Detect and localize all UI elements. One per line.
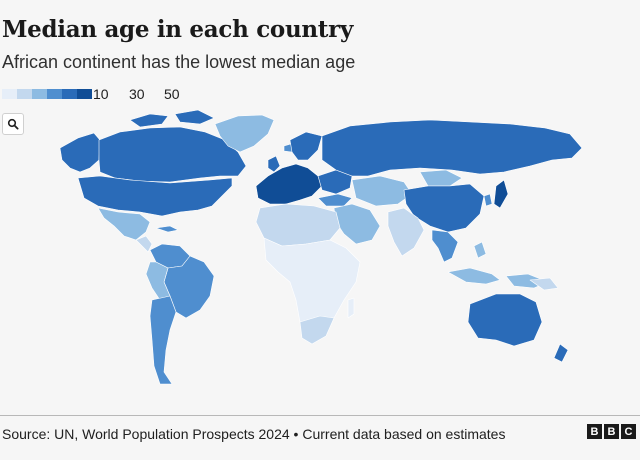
search-icon bbox=[7, 118, 19, 130]
region-southern-cone[interactable] bbox=[149, 295, 177, 385]
region-western-europe[interactable] bbox=[255, 163, 323, 205]
legend-swatch bbox=[47, 89, 62, 99]
region-japan[interactable] bbox=[493, 179, 509, 209]
region-papua[interactable] bbox=[529, 277, 559, 291]
legend-tick: 50 bbox=[164, 86, 180, 102]
bbc-logo: B B C bbox=[587, 424, 636, 439]
legend-tick: 10 bbox=[93, 86, 109, 102]
region-russia[interactable] bbox=[321, 119, 583, 177]
region-north-africa[interactable] bbox=[255, 203, 341, 247]
region-caribbean[interactable] bbox=[155, 225, 179, 233]
region-canada[interactable] bbox=[98, 126, 247, 183]
zoom-button[interactable] bbox=[2, 113, 24, 135]
region-turkey[interactable] bbox=[317, 193, 353, 207]
region-greenland[interactable] bbox=[214, 114, 275, 153]
source-note: Source: UN, World Population Prospects 2… bbox=[2, 426, 506, 442]
legend-swatch bbox=[2, 89, 17, 99]
logo-block: B bbox=[587, 424, 602, 439]
region-southern-africa[interactable] bbox=[299, 315, 335, 345]
region-madagascar[interactable] bbox=[347, 297, 355, 319]
region-mongolia[interactable] bbox=[419, 169, 463, 187]
region-central-america[interactable] bbox=[135, 235, 153, 253]
footer-divider bbox=[0, 415, 640, 416]
legend-swatch bbox=[62, 89, 77, 99]
region-alaska[interactable] bbox=[59, 132, 101, 173]
logo-block: C bbox=[621, 424, 636, 439]
logo-block: B bbox=[604, 424, 619, 439]
region-southeast-asia[interactable] bbox=[431, 229, 459, 263]
region-central-asia[interactable] bbox=[351, 175, 413, 207]
map-title: Median age in each country bbox=[2, 16, 354, 43]
legend-swatch bbox=[32, 89, 47, 99]
region-arctic-islands[interactable] bbox=[129, 109, 215, 128]
legend-swatch bbox=[17, 89, 32, 99]
legend-swatches bbox=[2, 89, 92, 99]
world-map[interactable] bbox=[0, 108, 640, 408]
legend-swatch bbox=[77, 89, 92, 99]
region-scandinavia[interactable] bbox=[289, 131, 323, 161]
region-india[interactable] bbox=[387, 207, 425, 257]
region-uk[interactable] bbox=[267, 155, 281, 173]
region-mexico[interactable] bbox=[97, 207, 151, 241]
region-new-zealand[interactable] bbox=[553, 343, 569, 363]
region-australia[interactable] bbox=[467, 293, 543, 347]
map-subtitle: African continent has the lowest median … bbox=[2, 52, 356, 72]
region-korea[interactable] bbox=[483, 193, 493, 207]
legend-tick: 30 bbox=[129, 86, 145, 102]
region-usa[interactable] bbox=[77, 175, 233, 217]
region-middle-east[interactable] bbox=[333, 203, 381, 245]
